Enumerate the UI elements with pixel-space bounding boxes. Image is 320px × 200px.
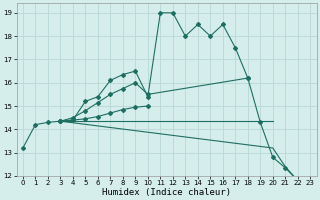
X-axis label: Humidex (Indice chaleur): Humidex (Indice chaleur) — [102, 188, 231, 197]
